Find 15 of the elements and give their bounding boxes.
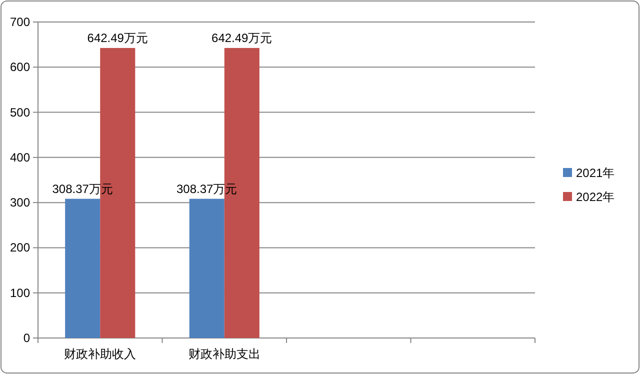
x-tick-label: 财政补助支出 [188, 347, 260, 361]
data-label: 642.49万元 [87, 30, 148, 45]
y-tick-label: 0 [23, 331, 30, 345]
y-tick-label: 200 [10, 240, 30, 255]
y-tick-label: 500 [10, 105, 30, 120]
data-label: 308.37万元 [52, 182, 113, 196]
x-tick-label: 财政补助收入 [64, 347, 136, 361]
data-label: 642.49万元 [212, 30, 272, 45]
y-tick-label: 100 [10, 286, 30, 300]
y-tick-label: 400 [10, 150, 30, 164]
y-tick-label: 700 [10, 15, 30, 29]
y-tick-label: 300 [10, 196, 30, 210]
y-tick-label: 600 [10, 60, 30, 74]
legend-label: 2021年 [576, 166, 615, 180]
legend-label: 2022年 [576, 190, 615, 204]
